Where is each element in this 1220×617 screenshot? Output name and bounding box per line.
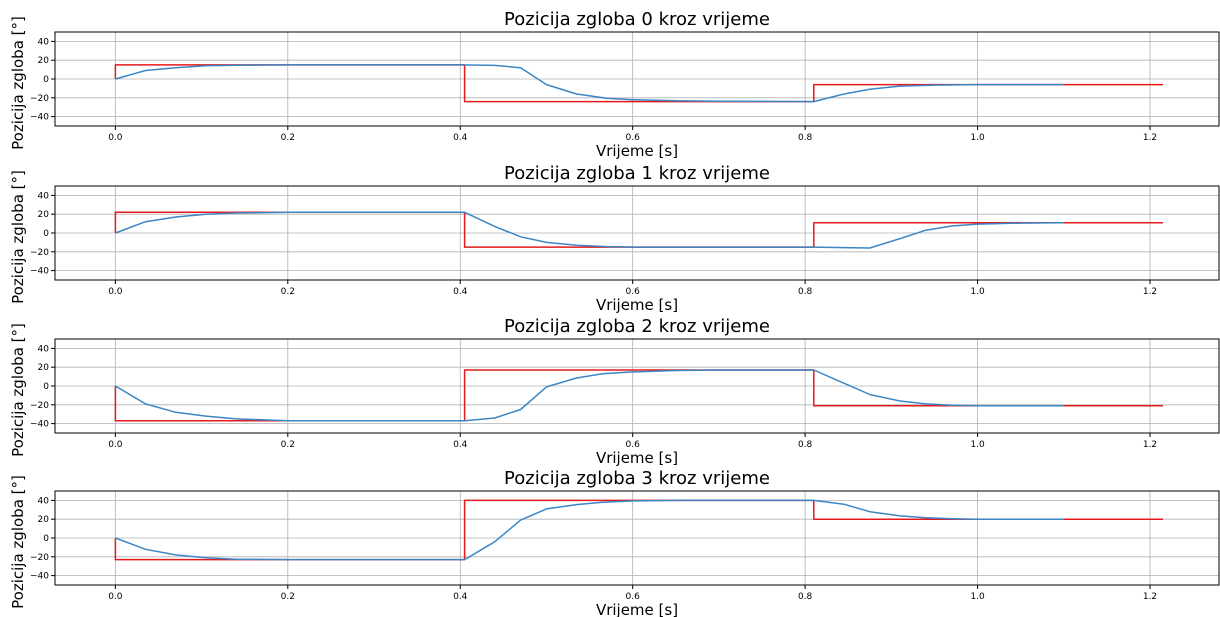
x-tick-label: 1.2 — [1143, 440, 1157, 450]
x-tick-label: 1.2 — [1143, 133, 1157, 143]
x-tick-label: 0.2 — [281, 440, 295, 450]
y-tick-label: 40 — [38, 191, 50, 201]
y-axis-label: Pozicija zgloba [°] — [9, 16, 27, 150]
x-tick-label: 0.8 — [798, 440, 813, 450]
x-tick-label: 0.6 — [626, 440, 641, 450]
chart-svg: 0.0 0.2 0.4 0.6 0.8 1.0 1.240200−20−40Pozicija… — [9, 468, 1220, 617]
x-tick-label: 0.0 — [108, 592, 123, 602]
x-tick-label: 0.6 — [626, 133, 641, 143]
x-tick-label: 1.2 — [1143, 592, 1157, 602]
x-axis-label: Vrijeme [s] — [596, 449, 678, 467]
response-series-line — [115, 499, 1064, 561]
y-axis-label: Pozicija zgloba [°] — [9, 475, 27, 609]
y-tick-label: −40 — [30, 420, 49, 430]
x-tick-label: 0.8 — [798, 287, 813, 297]
y-tick-label: 20 — [38, 210, 50, 220]
y-tick-label: −20 — [30, 94, 49, 104]
x-tick-label: 0.4 — [453, 592, 468, 602]
chart-title: Pozicija zgloba 3 kroz vrijeme — [504, 468, 770, 489]
y-tick-label: 40 — [38, 37, 50, 47]
y-tick-label: 0 — [43, 534, 49, 544]
x-tick-label: 0.8 — [798, 592, 813, 602]
response-series-line — [115, 211, 1064, 249]
x-tick-label: 0.8 — [798, 133, 813, 143]
x-axis-label: Vrijeme [s] — [596, 296, 678, 314]
subplot-2: 0.0 0.2 0.4 0.6 0.8 1.0 1.2 40 20 0 −20 −40 Pozicija… — [0, 307, 1220, 467]
x-tick-label: 1.0 — [970, 592, 985, 602]
x-tick-label: 1.0 — [970, 133, 985, 143]
setpoint-series-line — [114, 211, 1163, 248]
y-tick-label: −20 — [30, 553, 49, 563]
y-tick-label: 40 — [38, 344, 50, 354]
y-axis-label: Pozicija zgloba [°] — [9, 170, 27, 304]
x-tick-label: 0.4 — [453, 133, 468, 143]
x-axis-label: Vrijeme [s] — [596, 601, 678, 617]
y-tick-label: 0 — [43, 75, 49, 85]
x-tick-label: 0.2 — [281, 287, 295, 297]
y-tick-label: −20 — [30, 248, 49, 258]
chart-title: Pozicija zgloba 2 kroz vrijeme — [504, 316, 770, 337]
setpoint-series-line — [114, 499, 1163, 561]
y-tick-label: −20 — [30, 401, 49, 411]
response-series-line — [115, 64, 1064, 103]
chart-svg: 0.0 0.2 0.4 0.6 0.8 1.0 1.240200−20−40Pozicija… — [9, 316, 1220, 467]
y-tick-label: 0 — [43, 229, 49, 239]
x-tick-label: 0.6 — [626, 592, 641, 602]
x-tick-label: 1.0 — [970, 440, 985, 450]
y-tick-label: 0 — [43, 382, 49, 392]
chart-title: Pozicija zgloba 1 kroz vrijeme — [504, 163, 770, 184]
chart-svg: 0.0 0.2 0.4 0.6 0.8 1.0 1.240200−20−40Pozicija… — [9, 9, 1220, 160]
y-tick-label: −40 — [30, 267, 49, 277]
setpoint-series-line — [114, 64, 1163, 103]
chart-svg: 0.0 0.2 0.4 0.6 0.8 1.0 1.240200−20−40Pozicija… — [9, 163, 1220, 314]
x-tick-label: 0.0 — [108, 287, 123, 297]
y-tick-label: −40 — [30, 113, 49, 123]
y-tick-label: 20 — [38, 56, 50, 66]
y-axis-label: Pozicija zgloba [°] — [9, 323, 27, 457]
y-tick-label: 20 — [38, 515, 50, 525]
x-axis-label: Vrijeme [s] — [596, 142, 678, 160]
x-tick-label: 0.0 — [108, 440, 123, 450]
y-tick-label: −40 — [30, 572, 49, 582]
x-tick-label: 1.2 — [1143, 287, 1157, 297]
subplot-0: 0.0 0.2 0.4 0.6 0.8 1.0 1.2 40 20 0 −20 −40 Pozicija… — [0, 0, 1220, 160]
x-tick-label: 0.4 — [453, 440, 468, 450]
y-tick-label: 40 — [38, 496, 50, 506]
x-tick-label: 0.0 — [108, 133, 123, 143]
response-series-line — [115, 369, 1064, 422]
subplot-1: 0.0 0.2 0.4 0.6 0.8 1.0 1.2 40 20 0 −20 −40 Pozicija… — [0, 154, 1220, 314]
x-tick-label: 1.0 — [970, 287, 985, 297]
x-tick-label: 0.2 — [281, 592, 295, 602]
x-tick-label: 0.4 — [453, 287, 468, 297]
y-tick-label: 20 — [38, 363, 50, 373]
x-tick-label: 0.6 — [626, 287, 641, 297]
chart-title: Pozicija zgloba 0 kroz vrijeme — [504, 9, 770, 30]
subplot-3: 0.0 0.2 0.4 0.6 0.8 1.0 1.2 40 20 0 −20 −40 Pozicija… — [0, 459, 1220, 617]
x-tick-label: 0.2 — [281, 133, 295, 143]
setpoint-series-line — [114, 369, 1163, 422]
